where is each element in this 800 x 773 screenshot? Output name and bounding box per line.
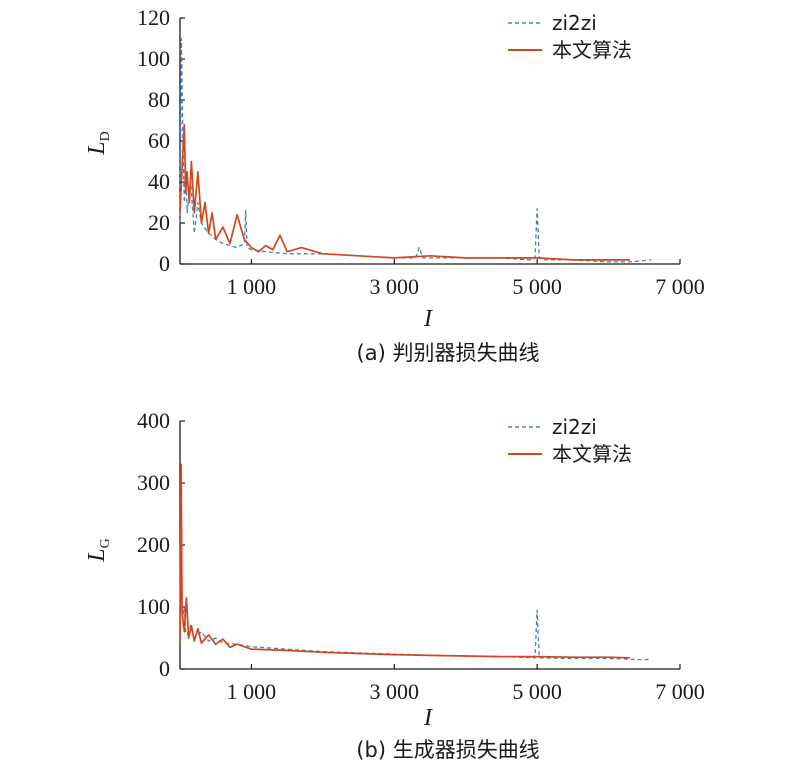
y-tick-label: 60 bbox=[148, 128, 170, 153]
x-axis-label: I bbox=[423, 705, 433, 731]
y-axis-label: LD bbox=[84, 131, 113, 155]
y-tick-label: 300 bbox=[137, 470, 170, 495]
series-line-ours bbox=[179, 463, 631, 659]
y-tick-label: 0 bbox=[159, 251, 170, 276]
chart-panel-b: 0 100 200 300 400 1 000 3 000 5 000 7 000 zi2zi 本文… bbox=[84, 408, 705, 762]
x-tick-label: 7 000 bbox=[655, 679, 705, 704]
y-tick-label: 100 bbox=[137, 46, 170, 71]
x-tick-label: 7 000 bbox=[655, 274, 705, 299]
y-axis-label: LG bbox=[84, 538, 113, 562]
y-tick-label: 120 bbox=[137, 5, 170, 30]
x-tick-label: 5 000 bbox=[512, 274, 562, 299]
legend-label: zi2zi bbox=[552, 415, 597, 439]
legend-label: 本文算法 bbox=[552, 38, 632, 62]
legend-label: zi2zi bbox=[552, 11, 597, 35]
x-tick-label: 3 000 bbox=[370, 274, 420, 299]
x-axis-label: I bbox=[423, 306, 433, 332]
y-tick-label: 100 bbox=[137, 594, 170, 619]
figure-caption: (b) 生成器损失曲线 bbox=[356, 738, 539, 762]
y-tick-label: 80 bbox=[148, 87, 170, 112]
series-line-zi2zi bbox=[179, 37, 652, 263]
series-line-zi2zi bbox=[179, 575, 652, 661]
figure-caption: (a) 判别器损失曲线 bbox=[357, 341, 540, 365]
y-tick-label: 40 bbox=[148, 169, 170, 194]
y-tick-label: 400 bbox=[137, 408, 170, 433]
y-tick-label: 200 bbox=[137, 532, 170, 557]
x-tick-label: 5 000 bbox=[512, 679, 562, 704]
x-tick-label: 1 000 bbox=[227, 274, 277, 299]
series-line-ours bbox=[179, 123, 630, 261]
x-tick-label: 1 000 bbox=[227, 679, 277, 704]
legend-label: 本文算法 bbox=[552, 442, 632, 466]
y-tick-label: 20 bbox=[148, 210, 170, 235]
x-tick-label: 3 000 bbox=[370, 679, 420, 704]
y-tick-label: 0 bbox=[159, 656, 170, 681]
chart-panel-a: 0 20 40 60 80 100 120 1 000 3 000 5 000 7 000 zi2zi… bbox=[84, 5, 705, 365]
